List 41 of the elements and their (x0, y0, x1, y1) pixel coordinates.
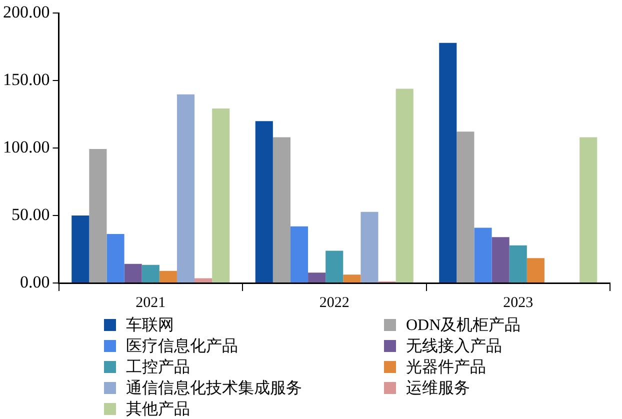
legend-label: ODN及机柜产品 (406, 316, 521, 336)
legend-label: 其他产品 (126, 400, 190, 419)
bar (159, 270, 177, 282)
legend-label: 光器件产品 (406, 358, 486, 378)
bar (194, 278, 212, 282)
x-tick-label: 2023 (503, 294, 534, 311)
bar (439, 42, 457, 282)
y-tick-label: 0.00 (20, 272, 50, 292)
bar (580, 137, 598, 282)
y-tick-label: 200.00 (3, 2, 50, 22)
bar (89, 149, 107, 282)
bar (474, 228, 492, 282)
y-tick-label: 50.00 (12, 205, 50, 224)
bar (526, 258, 544, 282)
legend-label: 工控产品 (126, 358, 190, 378)
bar (72, 216, 90, 282)
bar (396, 88, 414, 282)
bar (290, 226, 308, 282)
legend-label: 无线接入产品 (406, 336, 502, 356)
bar (492, 237, 510, 282)
bar (106, 234, 124, 282)
bar (124, 264, 142, 282)
x-tick-label: 2022 (319, 294, 350, 311)
bar (212, 108, 230, 282)
bar (456, 132, 474, 282)
legend-label: 运维服务 (406, 378, 470, 398)
bar (142, 264, 160, 282)
bar (360, 212, 378, 282)
bar (255, 121, 273, 282)
bar (308, 272, 326, 282)
y-tick-label: 150.00 (3, 70, 50, 90)
legend-label: 医疗信息化产品 (126, 336, 238, 356)
bar (509, 245, 527, 282)
legend-label: 通信信息化技术集成服务 (126, 378, 302, 398)
bar (326, 250, 344, 282)
bar (272, 137, 290, 282)
legend-label: 车联网 (126, 316, 174, 336)
bar (176, 94, 195, 282)
bar (343, 274, 361, 282)
x-tick-label: 2021 (136, 294, 166, 311)
y-tick-label: 100.00 (3, 138, 50, 157)
